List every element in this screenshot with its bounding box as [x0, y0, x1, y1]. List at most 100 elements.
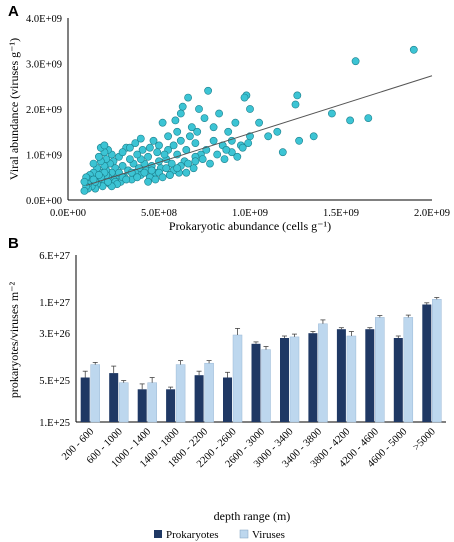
data-point: [351, 57, 360, 66]
y-tick-label: 2.0E+09: [26, 105, 62, 116]
y-tick-label: 6.E+27: [39, 251, 70, 262]
data-point: [291, 100, 300, 109]
x-tick-label: 1.5E+09: [323, 208, 359, 219]
data-point: [122, 175, 131, 184]
y-tick-label: 1.E+27: [39, 298, 70, 309]
data-point: [209, 136, 218, 145]
bar-prokaryotes: [422, 304, 432, 422]
bar-viruses: [375, 317, 385, 423]
legend-label-viruses: Viruses: [252, 529, 285, 541]
data-point: [213, 150, 222, 159]
data-point: [220, 155, 229, 163]
bar-viruses: [318, 323, 328, 423]
legend-swatch-prokaryotes: [154, 530, 162, 538]
data-point: [246, 105, 254, 113]
x-axis-title: Prokaryotic abundance (cells g⁻¹): [169, 219, 331, 233]
data-point: [133, 150, 142, 159]
data-point: [233, 152, 242, 161]
y-tick-label: 4.0E+09: [26, 14, 62, 25]
data-point: [149, 136, 158, 145]
data-point: [158, 118, 167, 127]
data-point: [255, 118, 263, 127]
data-point: [164, 132, 172, 141]
bar-panel: 1.E+25 5.E+25 3.E+26 1.E+27 6.E+27 200 - 600…: [7, 251, 446, 541]
bar-prokaryotes: [137, 389, 147, 422]
x-axis-title: depth range (m): [214, 509, 291, 523]
y-axis-title: prokaryotes/viruses m⁻²: [7, 281, 21, 398]
data-point: [187, 123, 196, 132]
data-point: [193, 127, 202, 136]
bar-prokaryotes: [80, 377, 90, 422]
bar-viruses: [346, 335, 357, 423]
data-point: [147, 166, 156, 175]
data-point: [327, 109, 336, 118]
data-point: [151, 175, 160, 184]
data-point: [200, 114, 209, 122]
data-point: [80, 186, 89, 195]
bar-viruses: [118, 382, 129, 423]
data-point: [295, 136, 303, 145]
x-tick-label: 2.0E+09: [414, 208, 450, 219]
data-point: [278, 148, 287, 157]
legend-label-prokaryotes: Prokaryotes: [166, 529, 219, 541]
data-point: [100, 141, 109, 150]
data-point: [133, 173, 142, 182]
data-point: [162, 164, 171, 173]
data-point: [173, 127, 182, 136]
data-point: [184, 93, 192, 102]
bar-prokaryotes: [251, 343, 261, 422]
data-point: [153, 148, 162, 157]
panel-a-letter: A: [8, 3, 19, 20]
data-point: [138, 145, 147, 154]
x-tick-label: >5000: [411, 426, 438, 453]
data-point: [178, 102, 187, 111]
data-point: [125, 143, 134, 152]
data-point: [215, 109, 223, 118]
data-point: [125, 155, 134, 163]
data-point: [182, 168, 191, 177]
data-point: [136, 134, 145, 143]
data-point: [231, 118, 240, 127]
data-point: [195, 105, 203, 113]
legend: Prokaryotes Viruses: [154, 529, 285, 541]
data-point: [95, 171, 103, 179]
legend-swatch-viruses: [239, 529, 249, 539]
data-point: [191, 139, 200, 147]
data-point: [95, 152, 103, 161]
x-tick-labels: 0.0E+00 5.0E+08 1.0E+09 1.5E+09 2.0E+09: [50, 208, 450, 219]
data-point: [273, 127, 282, 136]
data-point: [144, 177, 152, 186]
y-tick-labels: 0.0E+00 1.0E+09 2.0E+09 3.0E+09 4.0E+09: [26, 14, 62, 207]
data-point: [169, 141, 178, 150]
y-tick-label: 1.E+25: [39, 418, 70, 429]
data-point: [198, 155, 207, 163]
data-point: [264, 132, 273, 141]
data-point: [140, 168, 149, 177]
data-point: [191, 157, 200, 166]
data-point: [176, 109, 185, 118]
bar-prokaryotes: [166, 389, 176, 422]
data-point: [80, 177, 89, 186]
bar-prokaryotes: [223, 377, 232, 422]
data-point: [173, 164, 182, 173]
data-point: [144, 152, 152, 161]
x-tick-label: 5.0E+08: [141, 208, 177, 219]
data-point: [206, 159, 214, 168]
scatter-points: [80, 45, 418, 195]
data-point: [240, 93, 249, 102]
data-point: [364, 114, 373, 122]
data-point: [185, 132, 194, 141]
bar-viruses: [403, 317, 414, 423]
bar-viruses: [90, 364, 100, 423]
y-tick-label: 5.E+25: [39, 376, 70, 387]
bar-prokaryotes: [109, 373, 119, 422]
y-tick-label: 3.0E+09: [26, 60, 62, 71]
bar-prokaryotes: [336, 329, 346, 422]
data-point: [118, 161, 127, 170]
data-point: [293, 91, 302, 100]
data-point: [346, 116, 354, 125]
data-point: [184, 159, 192, 168]
scatter-panel: 0.0E+00 1.0E+09 2.0E+09 3.0E+09 4.0E+09 0.0E…: [7, 14, 450, 233]
